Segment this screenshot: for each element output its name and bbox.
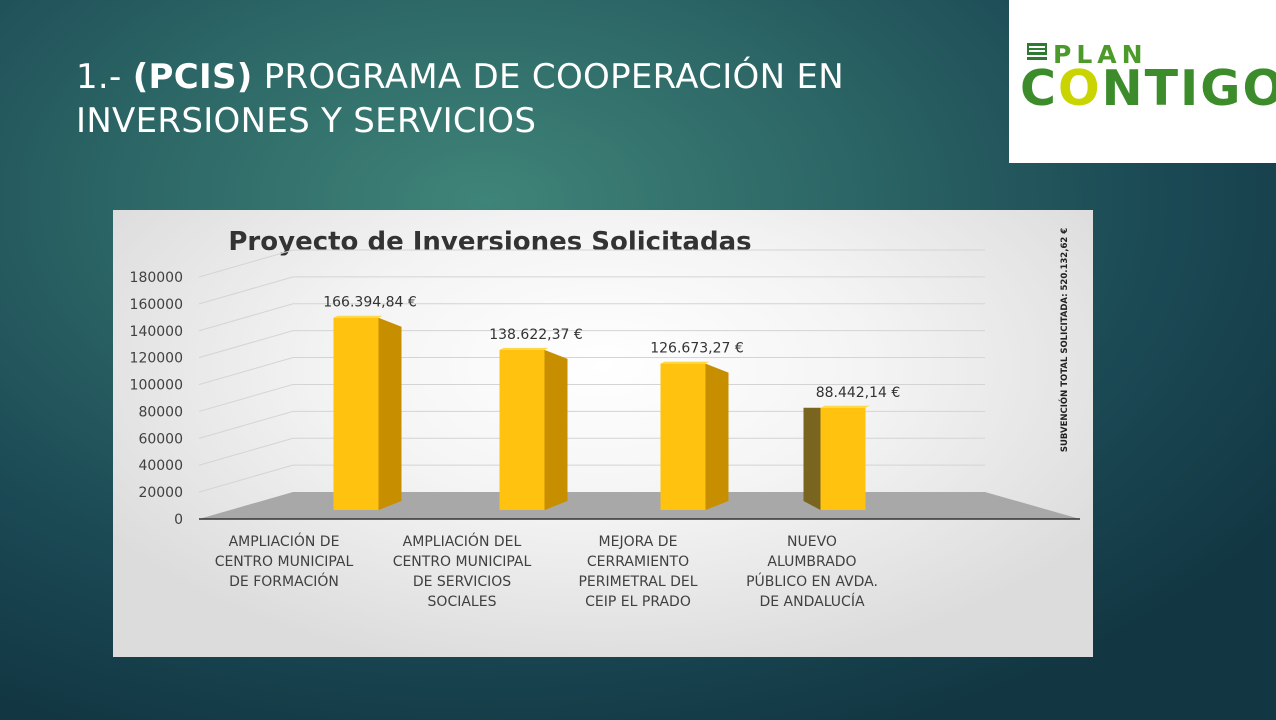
slide-title-bold: (PCIS) bbox=[132, 57, 253, 97]
bar bbox=[499, 347, 568, 510]
bar bbox=[803, 405, 870, 510]
category-label-line: DE SERVICIOS bbox=[413, 574, 511, 590]
gridline bbox=[198, 249, 985, 278]
sevilla-emblem-icon bbox=[1027, 43, 1047, 60]
bar-left-face bbox=[803, 407, 821, 510]
bar-front-face bbox=[660, 363, 706, 510]
chart-title: Proyecto de Inversiones Solicitadas bbox=[228, 227, 751, 257]
gridline bbox=[198, 276, 985, 305]
bar-front-face bbox=[333, 317, 379, 510]
chart-floor bbox=[199, 492, 1080, 519]
bar-top-face bbox=[333, 315, 383, 318]
bar-side-face bbox=[378, 317, 402, 510]
y-tick-label: 0 bbox=[174, 512, 183, 528]
gridline bbox=[198, 330, 985, 359]
category-label-line: CENTRO MUNICIPAL bbox=[393, 554, 532, 570]
y-tick-label: 40000 bbox=[138, 458, 183, 474]
y-axis-ticks: 180000 160000 140000 120000 100000 80000 60000… bbox=[130, 270, 183, 528]
data-label: 166.394,84 € bbox=[323, 295, 417, 311]
category-label-line: CENTRO MUNICIPAL bbox=[215, 554, 354, 570]
y-tick-label: 180000 bbox=[130, 270, 183, 286]
bar bbox=[333, 315, 402, 510]
y-tick-label: 80000 bbox=[138, 404, 183, 420]
category-label: MEJORA DE CERRAMIENTO PERIMETRAL DEL CEIP E… bbox=[578, 534, 697, 610]
bar-top-face bbox=[820, 405, 870, 408]
y-tick-label: 100000 bbox=[130, 378, 183, 394]
logo-plan-text: PLAN bbox=[1053, 40, 1148, 69]
category-label-line: PERIMETRAL DEL bbox=[578, 574, 697, 590]
chart-panel: Proyecto de Inversiones Solicitadas 1800… bbox=[113, 210, 1093, 657]
gridline bbox=[198, 437, 985, 466]
category-label-line: DE ANDALUCÍA bbox=[759, 593, 864, 610]
bar-front-face bbox=[820, 407, 866, 510]
slide-title-rest: PROGRAMA DE COOPERACIÓN EN INVERSIONES Y… bbox=[76, 57, 844, 141]
gridline bbox=[198, 357, 985, 386]
logo-contigo-power-o: O bbox=[1057, 60, 1102, 117]
data-label: 126.673,27 € bbox=[650, 341, 744, 357]
data-label: 88.442,14 € bbox=[816, 385, 901, 401]
gridlines bbox=[198, 249, 985, 493]
investment-bar-chart: Proyecto de Inversiones Solicitadas 1800… bbox=[130, 227, 1080, 610]
category-labels: AMPLIACIÓN DE CENTRO MUNICIPAL DE FORMACIÓ… bbox=[215, 532, 878, 610]
category-label: NUEVO ALUMBRADO PÚBLICO EN AVDA. DE ANDALUC… bbox=[746, 534, 878, 610]
slide-title: 1.- (PCIS) PROGRAMA DE COOPERACIÓN EN IN… bbox=[76, 55, 976, 143]
y-tick-label: 140000 bbox=[130, 324, 183, 340]
bar-top-face bbox=[660, 361, 710, 364]
y-tick-label: 160000 bbox=[130, 297, 183, 313]
data-label: 138.622,37 € bbox=[489, 327, 583, 343]
bar bbox=[660, 361, 729, 510]
logo-contigo-text: CONTIGO bbox=[1020, 60, 1276, 117]
category-label-line: ALUMBRADO bbox=[767, 554, 856, 570]
category-label: AMPLIACIÓN DEL CENTRO MUNICIPAL DE SERVICI… bbox=[393, 532, 532, 610]
gridline bbox=[198, 410, 985, 439]
bar-side-face bbox=[705, 363, 729, 510]
category-label-line: DE FORMACIÓN bbox=[229, 572, 339, 590]
y-tick-label: 120000 bbox=[130, 351, 183, 367]
data-labels: 166.394,84 € 138.622,37 € 126.673,27 € 88.4… bbox=[323, 295, 900, 401]
gridline bbox=[198, 383, 985, 412]
category-label-line: AMPLIACIÓN DE bbox=[229, 532, 340, 550]
gridline bbox=[198, 303, 985, 332]
bar-top-face bbox=[499, 347, 549, 350]
y-tick-label: 20000 bbox=[138, 485, 183, 501]
y-tick-label: 60000 bbox=[138, 431, 183, 447]
category-label-line: CEIP EL PRADO bbox=[585, 594, 691, 610]
bars bbox=[333, 315, 870, 510]
bar-front-face bbox=[499, 349, 545, 510]
logo-contigo-rest: NTIGO bbox=[1101, 60, 1276, 117]
category-label-line: SOCIALES bbox=[428, 594, 497, 610]
bar-side-face bbox=[544, 349, 568, 510]
category-label-line: PÚBLICO EN AVDA. bbox=[746, 572, 878, 590]
category-label: AMPLIACIÓN DE CENTRO MUNICIPAL DE FORMACIÓ… bbox=[215, 532, 354, 590]
plan-contigo-logo: PLAN CONTIGO bbox=[1009, 0, 1276, 163]
logo-contigo-c: C bbox=[1020, 60, 1058, 117]
category-label-line: MEJORA DE bbox=[599, 534, 678, 550]
category-label-line: NUEVO bbox=[787, 534, 837, 550]
category-label-line: CERRAMIENTO bbox=[587, 554, 689, 570]
category-label-line: AMPLIACIÓN DEL bbox=[403, 532, 522, 550]
gridline bbox=[198, 464, 985, 493]
side-total-label: SUBVENCIÓN TOTAL SOLICITADA: 520.132,62 … bbox=[1058, 228, 1070, 452]
slide-title-prefix: 1.- bbox=[76, 57, 133, 97]
